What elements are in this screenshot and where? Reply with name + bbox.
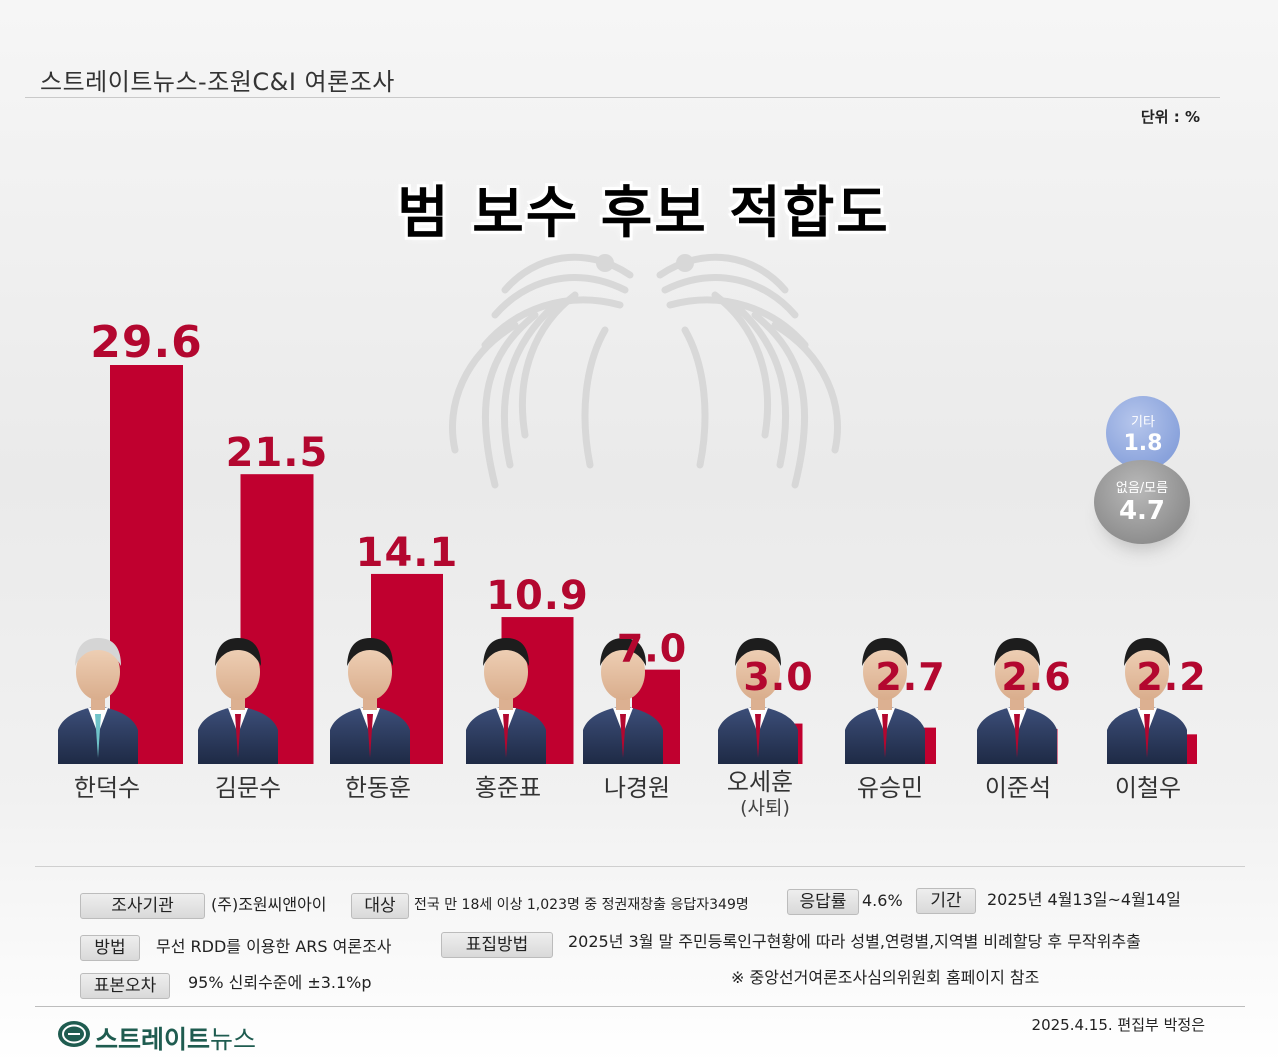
phoenix-emblem-icon <box>449 253 841 489</box>
candidate-portrait-icon-6 <box>718 638 798 764</box>
sampling-tag: 표집방법 <box>441 932 553 958</box>
response-rate-tag: 응답률 <box>787 889 859 915</box>
header-divider <box>25 97 1220 98</box>
bar-value-label-2: 21.5 <box>226 430 329 476</box>
bar-1 <box>110 365 183 764</box>
error-value: 95% 신뢰수준에 ±3.1%p <box>188 973 372 992</box>
no-answer-bubble-label: 없음/모름 <box>1115 481 1169 496</box>
candidate-name-1: 한덕수 <box>74 774 140 802</box>
method-value: 무선 RDD를 이용한 ARS 여론조사 <box>156 937 392 956</box>
candidate-portrait-icon-3 <box>330 638 410 764</box>
candidate-name-8: 이준석 <box>985 774 1051 802</box>
header-title: 스트레이트뉴스-조원C&I 여론조사 <box>40 68 395 96</box>
error-tag: 표본오차 <box>80 973 170 999</box>
candidate-name-4: 홍준표 <box>475 774 541 802</box>
target-tag: 대상 <box>351 893 409 919</box>
period-tag: 기간 <box>916 888 976 914</box>
candidate-name-3: 한동훈 <box>345 774 411 802</box>
sampling-value: 2025년 3월 말 주민등록인구현황에 따라 성별,연령별,지역별 비례할당 … <box>568 932 1141 951</box>
candidate-name-5: 나경원 <box>604 774 670 802</box>
no-answer-bubble: 없음/모름 4.7 <box>1094 460 1190 544</box>
no-answer-bubble-value: 4.7 <box>1118 496 1166 526</box>
bar-value-label-7: 2.7 <box>875 655 945 699</box>
period-value: 2025년 4월13일~4월14일 <box>987 890 1181 909</box>
candidate-note-6: (사퇴) <box>740 797 790 819</box>
target-value: 전국 만 18세 이상 1,023명 중 정권재창출 응답자349명 <box>414 897 749 913</box>
bar-value-label-5: 7.0 <box>617 627 687 671</box>
source-note: ※ 중앙선거여론조사심의위원회 홈페이지 참조 <box>731 968 1040 987</box>
footer-credit: 2025.4.15. 편집부 박정은 <box>1031 1016 1205 1034</box>
other-bubble-label: 기타 <box>1131 415 1155 430</box>
method-tag: 방법 <box>80 935 140 961</box>
bar-value-label-8: 2.6 <box>1001 655 1071 699</box>
candidate-portrait-icon-7 <box>845 638 925 764</box>
candidate-portrait-icon-9 <box>1107 638 1187 764</box>
candidate-portrait-icon-8 <box>977 638 1057 764</box>
candidate-name-2: 김문수 <box>215 774 281 802</box>
straightnews-logo-icon <box>58 1021 90 1047</box>
agency-value: (주)조원씨앤아이 <box>211 895 327 914</box>
candidate-name-9: 이철우 <box>1115 774 1181 802</box>
candidate-portrait-icon-5 <box>583 638 663 764</box>
logo-sub-text: 뉴스 <box>210 1025 257 1054</box>
candidate-portrait-icon-1 <box>58 638 138 764</box>
unit-label: 단위 : % <box>1140 108 1200 126</box>
candidate-portrait-icon-2 <box>198 638 278 764</box>
chart-title: 범 보수 후보 적합도 <box>397 181 890 246</box>
candidate-name-7: 유승민 <box>857 774 923 802</box>
agency-tag: 조사기관 <box>80 893 205 919</box>
candidate-name-6: 오세훈 <box>727 768 793 796</box>
logo-main-text: 스트레이트 <box>95 1025 211 1054</box>
bar-value-label-4: 10.9 <box>486 573 589 619</box>
candidate-portrait-icon-4 <box>466 638 546 764</box>
bar-value-label-6: 3.0 <box>743 655 813 699</box>
straightnews-logo-text: 스트레이트뉴스 <box>95 1020 256 1056</box>
bar-value-label-3: 14.1 <box>356 530 459 576</box>
other-bubble: 기타 1.8 <box>1106 396 1180 470</box>
info-divider-top <box>35 866 1245 867</box>
bar-value-label-9: 2.2 <box>1136 655 1206 699</box>
other-bubble-value: 1.8 <box>1123 431 1163 456</box>
bar-value-label-1: 29.6 <box>90 317 203 368</box>
info-divider-bottom <box>35 1006 1245 1007</box>
response-rate-value: 4.6% <box>862 891 903 910</box>
